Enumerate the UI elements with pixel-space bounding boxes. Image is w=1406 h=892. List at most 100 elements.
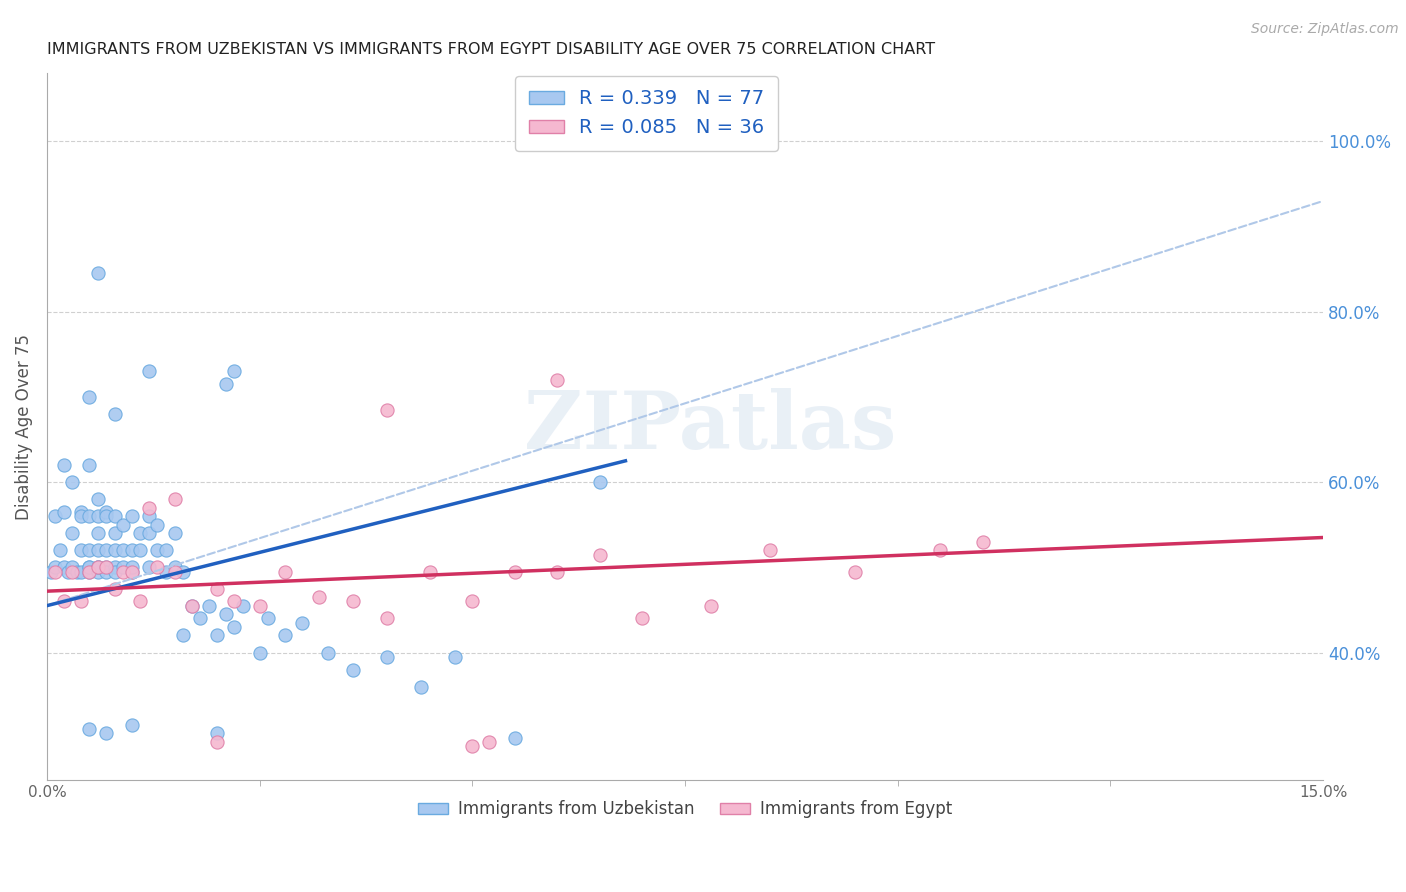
Point <box>197 599 219 613</box>
Point <box>104 560 127 574</box>
Point <box>146 560 169 574</box>
Point <box>375 402 398 417</box>
Point <box>163 492 186 507</box>
Point <box>87 492 110 507</box>
Point <box>146 517 169 532</box>
Point <box>291 615 314 630</box>
Point <box>138 500 160 515</box>
Text: ZIPatlas: ZIPatlas <box>524 388 897 466</box>
Point <box>163 565 186 579</box>
Point <box>249 646 271 660</box>
Point <box>104 582 127 596</box>
Point <box>96 509 118 524</box>
Point <box>461 594 484 608</box>
Point <box>138 526 160 541</box>
Text: Source: ZipAtlas.com: Source: ZipAtlas.com <box>1251 22 1399 37</box>
Point <box>188 611 211 625</box>
Point <box>155 543 177 558</box>
Point <box>56 565 79 579</box>
Point <box>138 560 160 574</box>
Point <box>48 543 70 558</box>
Point <box>96 505 118 519</box>
Point <box>461 739 484 754</box>
Point <box>52 560 75 574</box>
Point <box>79 565 101 579</box>
Point <box>222 364 245 378</box>
Point <box>52 594 75 608</box>
Point <box>87 560 110 574</box>
Point <box>503 731 526 745</box>
Point <box>70 505 93 519</box>
Point <box>79 722 101 736</box>
Point <box>222 620 245 634</box>
Point <box>79 560 101 574</box>
Point <box>844 565 866 579</box>
Point <box>44 565 66 579</box>
Point <box>79 560 101 574</box>
Point <box>138 364 160 378</box>
Point <box>631 611 654 625</box>
Point <box>112 543 135 558</box>
Point <box>96 565 118 579</box>
Point <box>52 458 75 472</box>
Text: IMMIGRANTS FROM UZBEKISTAN VS IMMIGRANTS FROM EGYPT DISABILITY AGE OVER 75 CORRE: IMMIGRANTS FROM UZBEKISTAN VS IMMIGRANTS… <box>46 42 935 57</box>
Point <box>222 594 245 608</box>
Point <box>375 649 398 664</box>
Point <box>87 267 110 281</box>
Point <box>274 628 297 642</box>
Point <box>87 560 110 574</box>
Point <box>52 505 75 519</box>
Point <box>129 526 152 541</box>
Point <box>546 373 568 387</box>
Point <box>121 509 143 524</box>
Point <box>79 458 101 472</box>
Point <box>112 565 135 579</box>
Point <box>104 543 127 558</box>
Point <box>163 526 186 541</box>
Point <box>121 718 143 732</box>
Point <box>70 594 93 608</box>
Point <box>87 565 110 579</box>
Point <box>342 594 364 608</box>
Point <box>44 509 66 524</box>
Point <box>214 377 236 392</box>
Point <box>121 565 143 579</box>
Point <box>546 565 568 579</box>
Point <box>316 646 339 660</box>
Point <box>172 565 194 579</box>
Point <box>96 543 118 558</box>
Point <box>87 526 110 541</box>
Point <box>257 611 280 625</box>
Point <box>163 560 186 574</box>
Point <box>70 509 93 524</box>
Point <box>411 680 433 694</box>
Point <box>112 560 135 574</box>
Point <box>104 509 127 524</box>
Point <box>129 594 152 608</box>
Point <box>44 560 66 574</box>
Point <box>375 611 398 625</box>
Point <box>699 599 721 613</box>
Point <box>96 560 118 574</box>
Point <box>342 663 364 677</box>
Point <box>66 565 89 579</box>
Point <box>205 628 228 642</box>
Point <box>129 543 152 558</box>
Point <box>205 726 228 740</box>
Point <box>929 543 952 558</box>
Point <box>70 565 93 579</box>
Point <box>62 560 84 574</box>
Point <box>444 649 467 664</box>
Point <box>79 565 101 579</box>
Point <box>79 390 101 404</box>
Point <box>589 548 612 562</box>
Point <box>62 565 84 579</box>
Point <box>104 407 127 421</box>
Point <box>759 543 782 558</box>
Point <box>138 509 160 524</box>
Point <box>205 735 228 749</box>
Point <box>308 590 330 604</box>
Y-axis label: Disability Age Over 75: Disability Age Over 75 <box>15 334 32 520</box>
Point <box>419 565 441 579</box>
Point <box>112 517 135 532</box>
